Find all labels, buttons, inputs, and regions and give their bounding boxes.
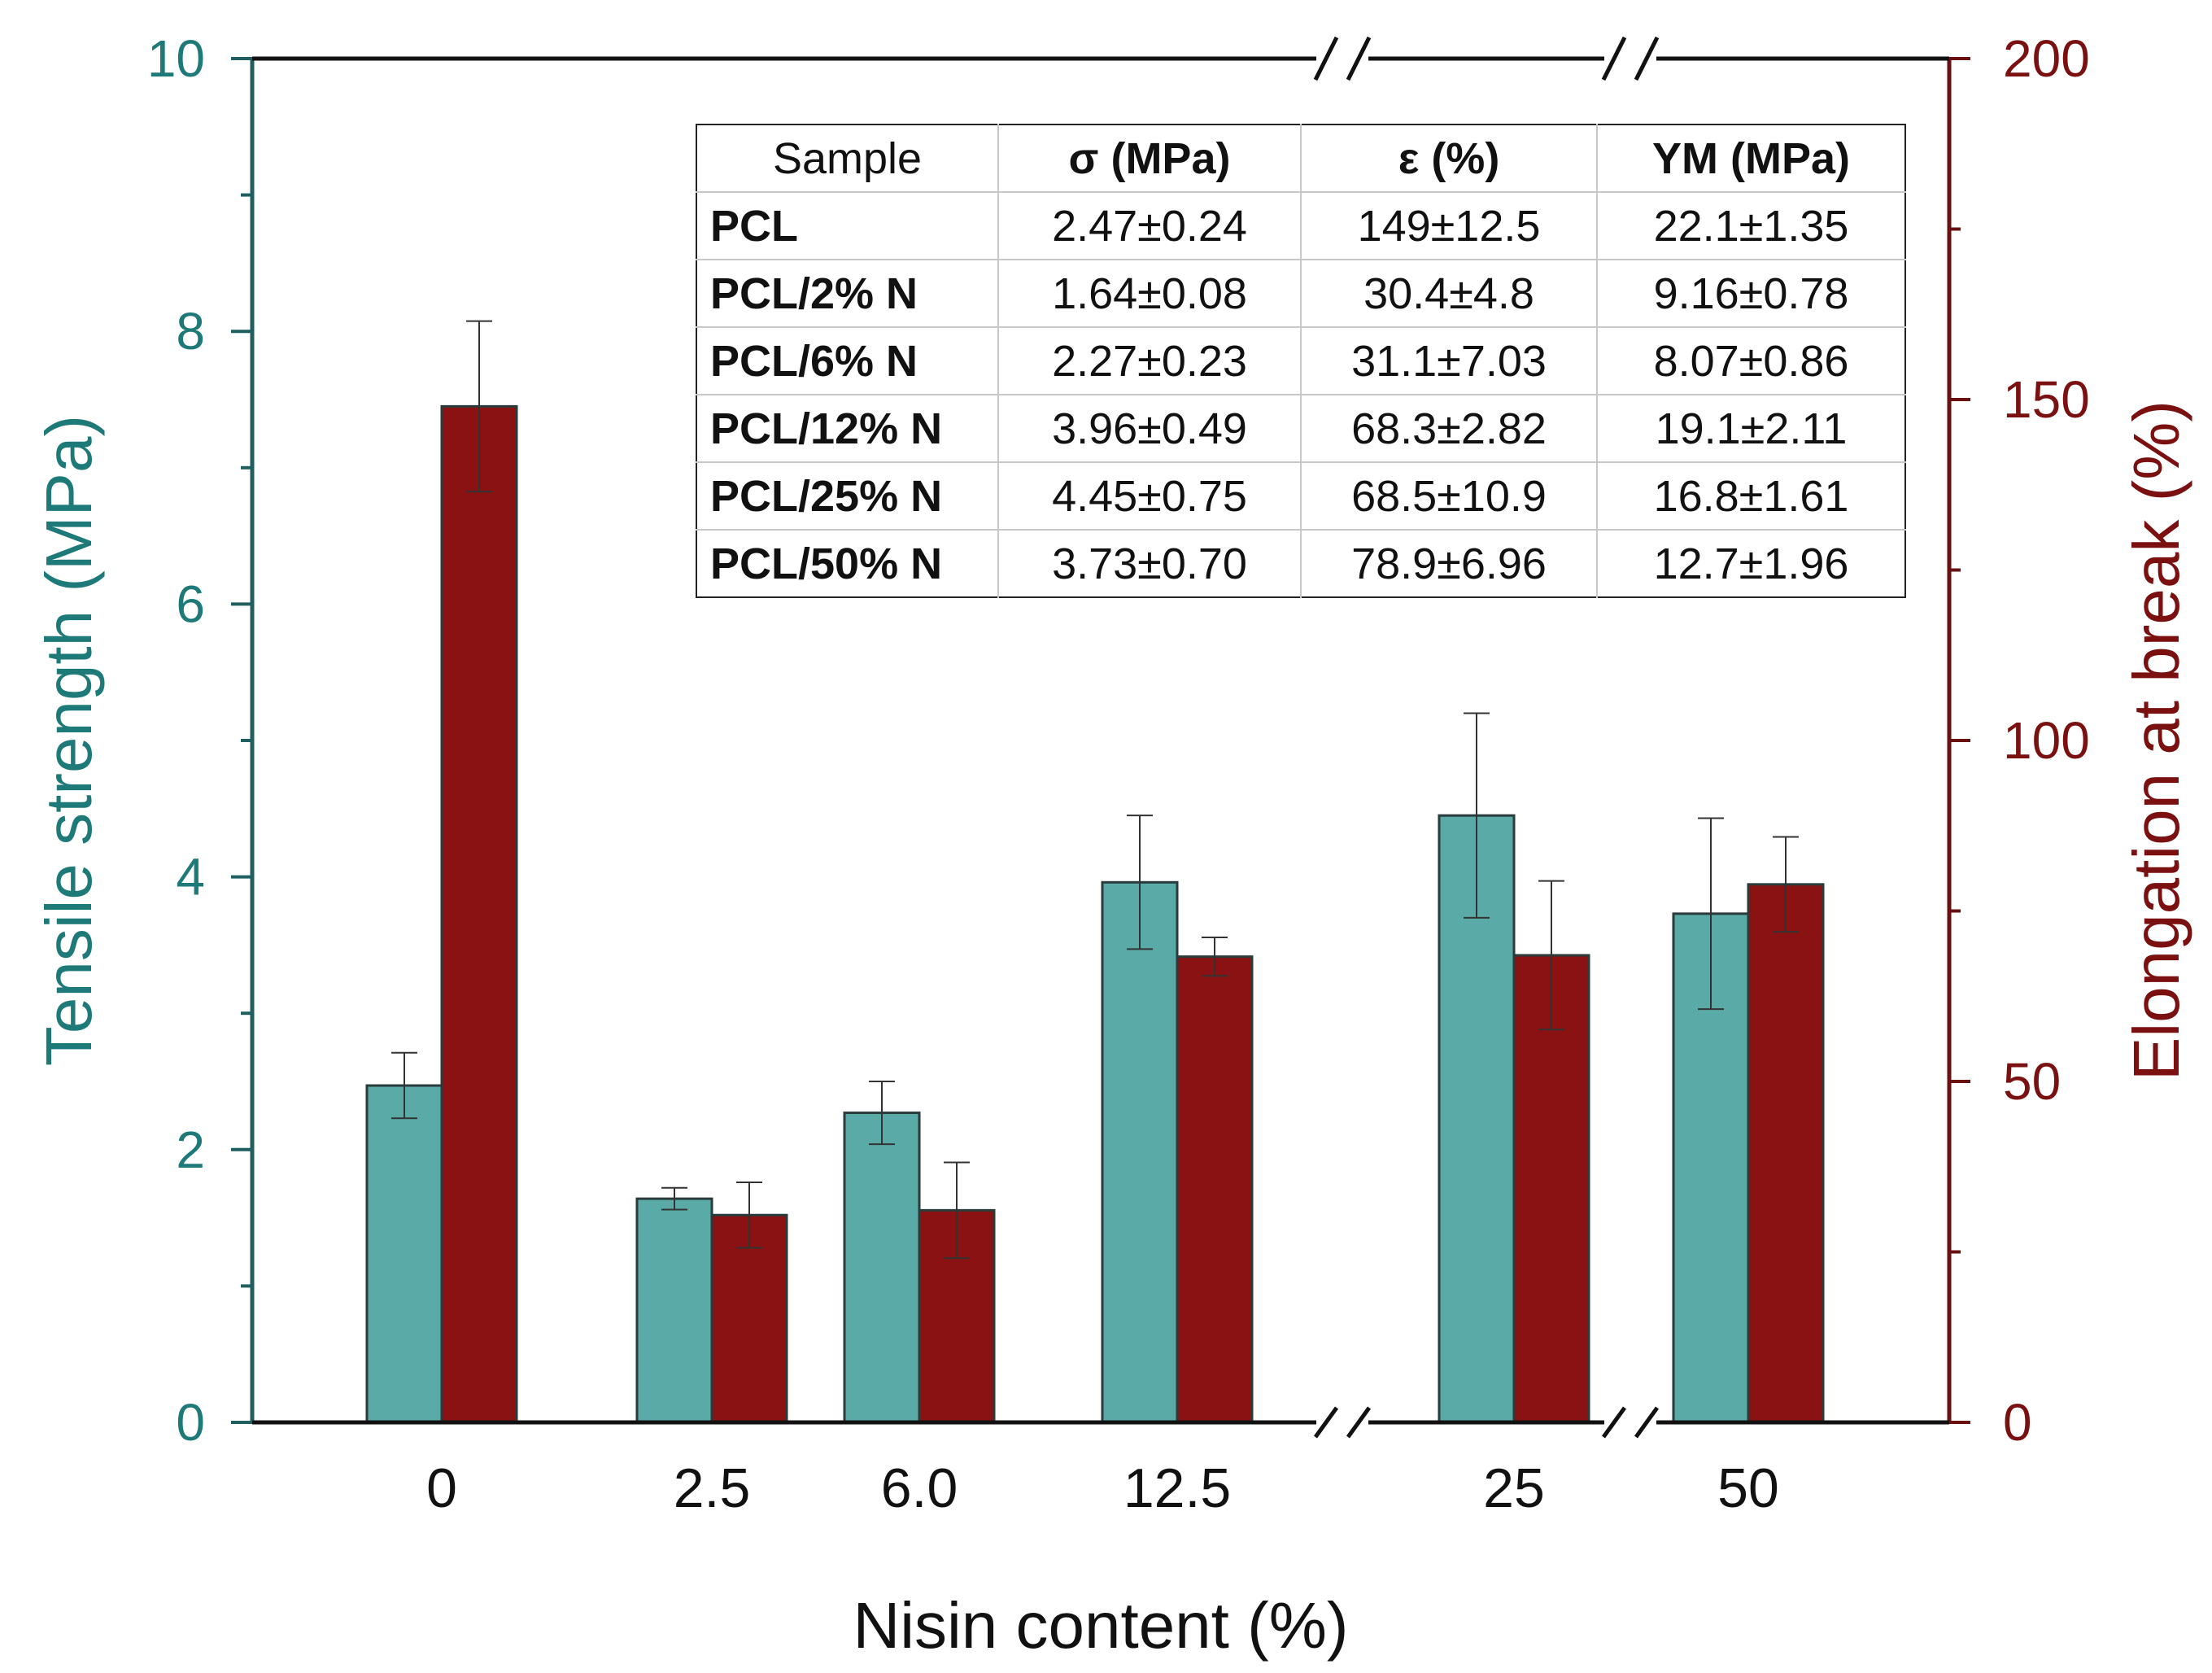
elongation-error-bar-6.0: [944, 1161, 970, 1260]
axis-break-top-2: [1601, 36, 1660, 81]
table-row: PCL 2.47±0.24 149±12.5 22.1±1.35: [696, 191, 1905, 260]
table-cell-ym: 22.1±1.35: [1596, 191, 1905, 260]
table-cell-sigma: 3.73±0.70: [997, 529, 1302, 597]
table-cell-sample: PCL/12% N: [696, 394, 999, 463]
error-bars-layer: [391, 320, 1799, 1260]
tensile-error-bar-25: [1464, 712, 1490, 919]
table-cell-ym: 9.16±0.78: [1596, 259, 1905, 328]
elongation-error-bar-0: [466, 320, 492, 493]
x-tick-label-50: 50: [1717, 1457, 1779, 1519]
table-cell-epsilon: 149±12.5: [1300, 191, 1598, 260]
table-cell-ym: 12.7±1.96: [1596, 529, 1905, 597]
elongation-bar-12.5: [1176, 955, 1254, 1424]
table-cell-sigma: 1.64±0.08: [997, 259, 1302, 328]
table-row: PCL/50% N 3.73±0.70 78.9±6.96 12.7±1.96: [696, 529, 1905, 597]
table-row: PCL/25% N 4.45±0.75 68.5±10.9 16.8±1.61: [696, 461, 1905, 531]
left-tick-label-2: 2: [176, 1120, 205, 1179]
elongation-error-bar-2.5: [736, 1182, 762, 1249]
table-header-sample: Sample: [696, 124, 999, 193]
table-cell-epsilon: 68.5±10.9: [1300, 461, 1598, 531]
elongation-bar-50: [1747, 883, 1825, 1424]
left-tick-label-10: 10: [147, 29, 205, 88]
axis-break-bottom-2: [1601, 1406, 1660, 1439]
left-axis-title: Tensile strength (MPa): [33, 415, 105, 1066]
elongation-error-bar-25: [1538, 880, 1564, 1031]
right-tick-label-200: 200: [2003, 29, 2090, 88]
right-axis-title: Elongation at break (%): [2120, 400, 2192, 1081]
tensile-error-bar-50: [1698, 817, 1724, 1011]
table-cell-epsilon: 78.9±6.96: [1300, 529, 1598, 597]
table-cell-epsilon: 68.3±2.82: [1300, 394, 1598, 463]
table-cell-sample: PCL/6% N: [696, 326, 999, 395]
tensile-bar-6.0: [843, 1112, 921, 1424]
table-header-epsilon: ε (%): [1300, 124, 1598, 193]
table-cell-epsilon: 31.1±7.03: [1300, 326, 1598, 395]
x-tick-label-0: 0: [426, 1457, 457, 1519]
elongation-bar-25: [1512, 954, 1590, 1424]
right-tick-label-0: 0: [2003, 1393, 2032, 1452]
axis-break-top-1: [1313, 36, 1372, 81]
tensile-error-bar-6.0: [869, 1081, 895, 1146]
table-cell-ym: 16.8±1.61: [1596, 461, 1905, 531]
table-cell-sigma: 2.27±0.23: [997, 326, 1302, 395]
table-cell-sigma: 3.96±0.49: [997, 394, 1302, 463]
table-cell-ym: 19.1±2.11: [1596, 394, 1905, 463]
left-tick-label-8: 8: [176, 302, 205, 360]
table-cell-sigma: 4.45±0.75: [997, 461, 1302, 531]
table-cell-ym: 8.07±0.86: [1596, 326, 1905, 395]
tensile-error-bar-0: [391, 1051, 417, 1120]
table-header-ym: YM (MPa): [1596, 124, 1905, 193]
table-cell-sample: PCL/50% N: [696, 529, 999, 597]
tensile-bar-0: [365, 1084, 443, 1424]
elongation-error-bar-50: [1773, 836, 1799, 933]
table-cell-epsilon: 30.4±4.8: [1300, 259, 1598, 328]
x-tick-label-25: 25: [1483, 1457, 1545, 1519]
x-tick-label-6.0: 6.0: [881, 1457, 958, 1519]
right-tick-label-100: 100: [2003, 711, 2090, 770]
table-header-sigma: σ (MPa): [997, 124, 1302, 193]
properties-table: Sample σ (MPa) ε (%) YM (MPa) PCL 2.47±0…: [696, 124, 1906, 598]
tensile-bar-2.5: [635, 1197, 713, 1424]
left-tick-label-4: 4: [176, 848, 205, 906]
table-row: PCL/2% N 1.64±0.08 30.4±4.8 9.16±0.78: [696, 259, 1905, 328]
table-cell-sample: PCL/2% N: [696, 259, 999, 328]
x-axis-title: Nisin content (%): [853, 1589, 1348, 1662]
table-cell-sample: PCL: [696, 191, 999, 260]
elongation-error-bar-12.5: [1202, 937, 1228, 977]
table-row: PCL/12% N 3.96±0.49 68.3±2.82 19.1±2.11: [696, 394, 1905, 463]
table-cell-sigma: 2.47±0.24: [997, 191, 1302, 260]
elongation-bar-0: [440, 404, 518, 1424]
left-tick-label-6: 6: [176, 574, 205, 633]
elongation-bar-2.5: [710, 1213, 788, 1424]
tensile-bar-12.5: [1101, 880, 1179, 1424]
x-tick-label-2.5: 2.5: [674, 1457, 751, 1519]
table-row: PCL/6% N 2.27±0.23 31.1±7.03 8.07±0.86: [696, 326, 1905, 395]
x-tick-label-12.5: 12.5: [1123, 1457, 1231, 1519]
table-header-row: Sample σ (MPa) ε (%) YM (MPa): [696, 124, 1905, 193]
left-tick-label-0: 0: [176, 1393, 205, 1452]
table-cell-sample: PCL/25% N: [696, 461, 999, 531]
tensile-error-bar-12.5: [1127, 815, 1153, 950]
right-tick-label-50: 50: [2003, 1052, 2061, 1111]
right-tick-label-150: 150: [2003, 370, 2090, 429]
axis-break-bottom-1: [1313, 1406, 1372, 1439]
tensile-error-bar-2.5: [661, 1186, 687, 1211]
